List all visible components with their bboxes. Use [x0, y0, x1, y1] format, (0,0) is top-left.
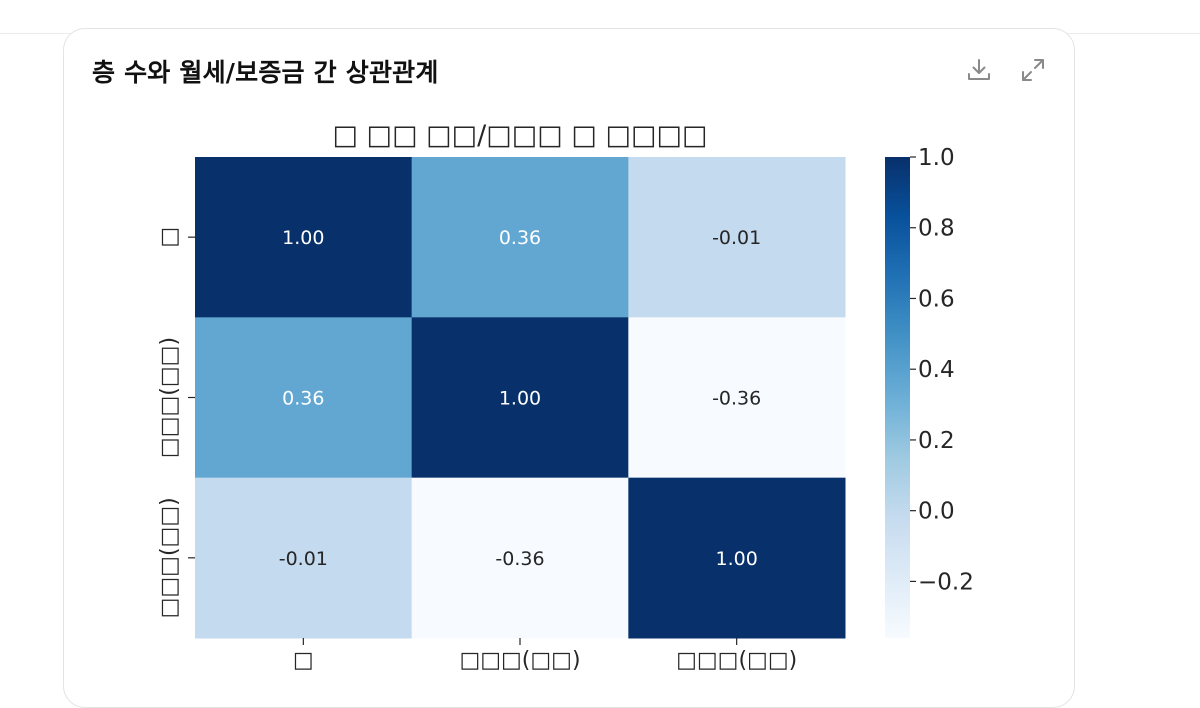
- download-button[interactable]: [962, 53, 996, 87]
- download-icon: [968, 59, 990, 80]
- expand-button[interactable]: [1016, 53, 1050, 87]
- chart-card: 층 수와 월세/보증금 간 상관관계: [63, 28, 1075, 708]
- expand-icon: [1022, 59, 1044, 81]
- card-title: 층 수와 월세/보증금 간 상관관계: [92, 58, 439, 87]
